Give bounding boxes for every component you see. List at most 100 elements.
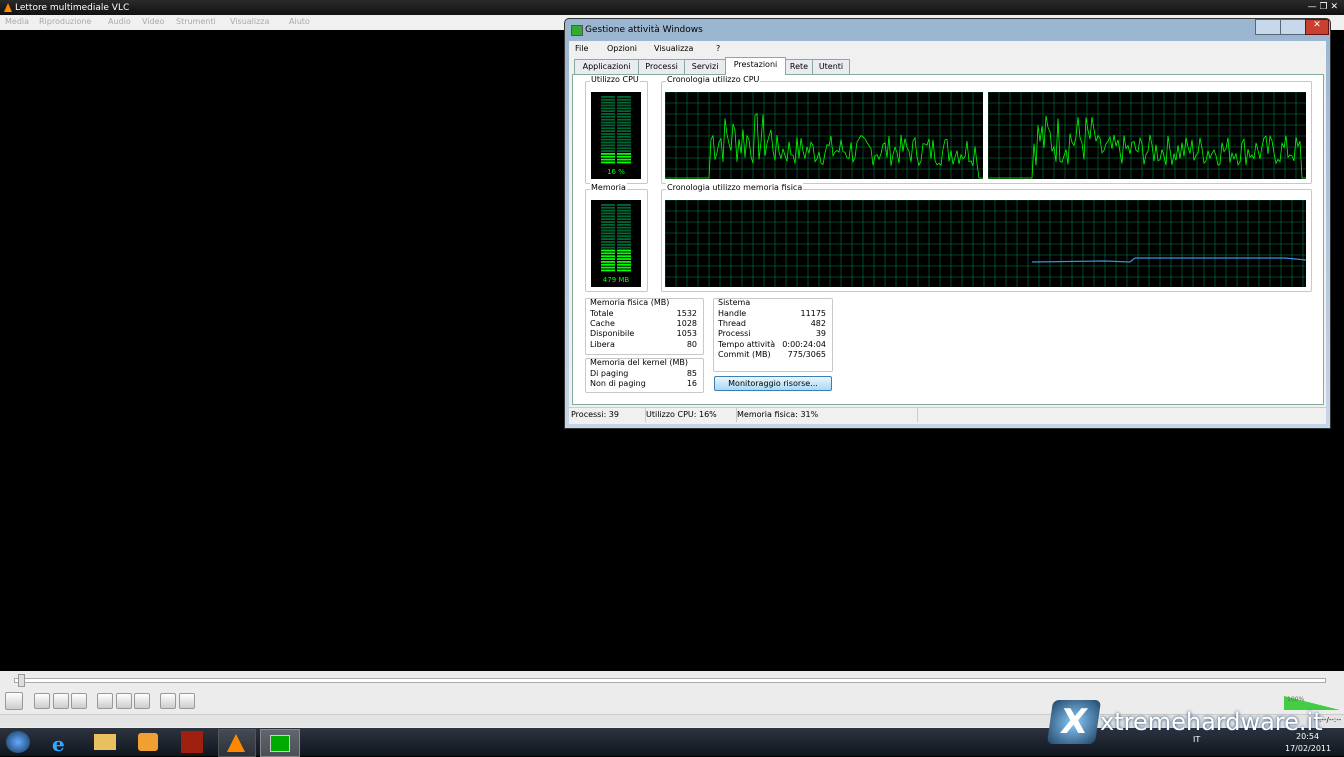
minimize[interactable] — [1255, 19, 1282, 35]
menu-item[interactable]: Media — [5, 17, 30, 26]
graph-grid — [601, 96, 615, 98]
graph-grid — [601, 104, 615, 107]
menu-item[interactable]: Video — [142, 17, 165, 26]
graph-grid — [617, 215, 631, 218]
graph-grid — [617, 144, 631, 147]
menu-item[interactable]: Visualizza — [230, 17, 270, 26]
graph-grid — [617, 209, 631, 212]
graph-grid — [617, 229, 631, 232]
tab[interactable]: Rete — [784, 59, 814, 74]
physical-memory: Memoria fisica (MB) Totale 1532 Cache 1028 Di… — [585, 298, 704, 355]
graph-grid — [617, 113, 631, 115]
window-controls[interactable]: — ❐ ✕ — [1307, 2, 1338, 12]
graph-grid — [601, 255, 615, 258]
next-button[interactable] — [71, 693, 87, 709]
seek-bar[interactable] — [14, 678, 1326, 683]
previous-button[interactable] — [34, 693, 50, 709]
graph-grid — [617, 252, 631, 255]
graph-grid — [601, 218, 615, 221]
graph-grid — [617, 158, 631, 161]
graph-grid — [601, 243, 615, 246]
ie-icon[interactable]: e — [52, 732, 65, 756]
play-button[interactable] — [5, 692, 23, 710]
cpu-graph-2 — [988, 92, 1306, 179]
start-button[interactable] — [6, 731, 30, 753]
info-label: Processi — [718, 329, 751, 339]
graph-grid — [601, 204, 615, 206]
info-row: Disponibile 1053 — [590, 329, 697, 339]
extended-button[interactable] — [134, 693, 150, 709]
clock-time[interactable]: 20:54 — [1296, 732, 1320, 741]
tab[interactable]: Processi — [638, 59, 685, 74]
graph-grid — [617, 261, 631, 263]
info-value: 482 — [810, 319, 826, 329]
menu-item[interactable]: Audio — [108, 17, 131, 26]
info-value: 1532 — [676, 309, 697, 318]
volume-slider[interactable] — [1284, 696, 1340, 710]
tab[interactable]: Servizi — [684, 59, 727, 74]
menu-item[interactable]: Aiuto — [289, 17, 310, 26]
graph-grid — [601, 110, 615, 113]
info-value: 39 — [815, 329, 826, 339]
seek-handle[interactable] — [18, 674, 25, 687]
taskmgr-window: Gestione attività Windows ✕ File Opzioni V… — [564, 18, 1331, 429]
info-row: Totale 1532 — [590, 309, 697, 319]
menu-item[interactable]: ? — [716, 44, 721, 53]
button-label[interactable]: Monitoraggio risorse... — [728, 379, 818, 388]
graph-grid — [601, 221, 615, 223]
graph-grid — [601, 238, 615, 240]
graph-grid — [617, 147, 631, 150]
graph-grid — [617, 266, 631, 269]
graph-grid — [617, 243, 631, 246]
graph-grid — [617, 249, 631, 252]
graph-grid — [601, 107, 615, 110]
stop-button[interactable] — [53, 693, 69, 709]
graph-grid — [601, 249, 615, 252]
graph-grid — [601, 246, 615, 249]
graph-grid — [601, 158, 615, 161]
graph-grid — [617, 221, 631, 223]
graph-grid — [601, 212, 615, 215]
graph-grid — [617, 130, 631, 132]
explorer-icon[interactable] — [94, 734, 116, 750]
status-field: Processi: 39 — [569, 408, 646, 422]
menu-item[interactable]: Strumenti — [176, 17, 216, 26]
taskbar: e IT 20:54 17/02/2011 — [0, 728, 1344, 757]
menu-item[interactable]: Riproduzione — [39, 17, 92, 26]
close[interactable]: ✕ — [1305, 19, 1329, 35]
clock-date[interactable]: 17/02/2011 — [1285, 744, 1332, 753]
graph-grid — [601, 258, 615, 260]
history-line — [1031, 257, 1306, 263]
language[interactable]: IT — [1193, 735, 1201, 744]
cpu-label: Utilizzo CPU — [590, 75, 640, 84]
tab[interactable]: Utenti — [812, 59, 850, 74]
vlc-task[interactable] — [218, 729, 256, 757]
cpu-history-box: Cronologia utilizzo CPU — [661, 75, 1312, 184]
info-label: Totale — [590, 309, 614, 318]
watermark: xtremehardware.it — [1100, 708, 1323, 736]
tab[interactable]: Prestazioni — [725, 57, 786, 75]
loop-button[interactable] — [160, 693, 176, 709]
info-value: 1028 — [676, 319, 697, 329]
graph-grid — [601, 118, 615, 121]
maximize[interactable] — [1280, 19, 1307, 35]
graph-grid — [601, 135, 615, 138]
tab[interactable]: Applicazioni — [574, 59, 640, 74]
fullscreen-button[interactable] — [97, 693, 113, 709]
graph-grid — [601, 124, 615, 127]
menu-item[interactable]: Visualizza — [654, 44, 694, 53]
graph-grid — [665, 200, 1306, 287]
menu-item[interactable]: File — [575, 44, 589, 53]
graph-grid — [617, 153, 631, 155]
menu-item[interactable]: Opzioni — [607, 44, 637, 53]
taskmgr-menubar: File Opzioni Visualizza? — [569, 41, 1326, 55]
media-player-icon[interactable] — [138, 733, 158, 751]
playlist-button[interactable] — [116, 693, 132, 709]
graph-grid — [617, 118, 631, 121]
app-icon[interactable] — [181, 731, 203, 753]
taskmgr-task[interactable] — [260, 729, 300, 757]
graph-grid — [617, 133, 631, 135]
resource-monitor-button[interactable]: Monitoraggio risorse... — [714, 376, 832, 391]
graph-grid — [617, 241, 631, 243]
random-button[interactable] — [179, 693, 195, 709]
